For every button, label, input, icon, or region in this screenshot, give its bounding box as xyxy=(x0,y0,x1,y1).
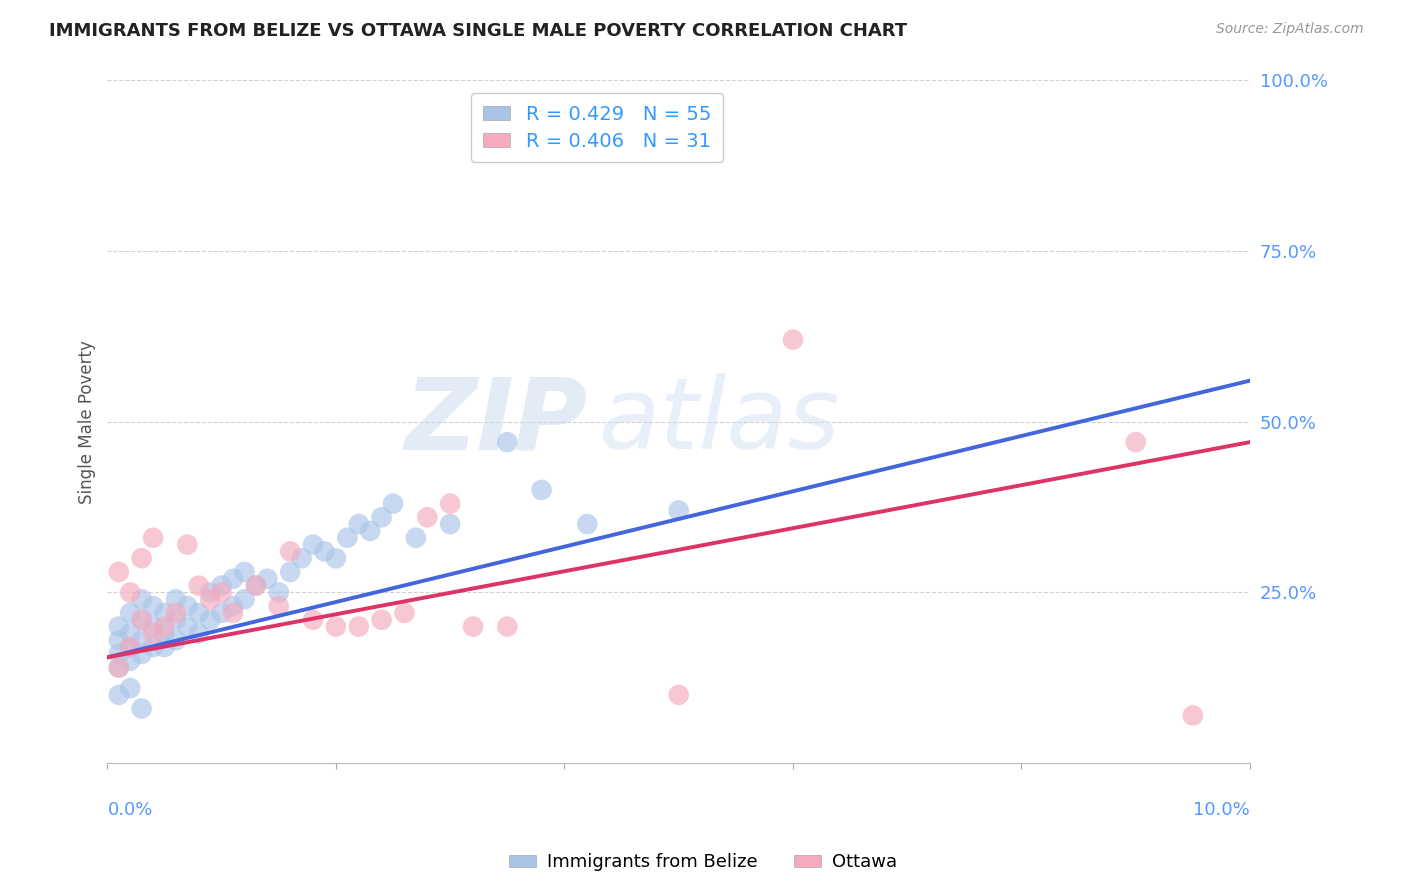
Point xyxy=(200,592,222,607)
Point xyxy=(142,599,165,613)
Point xyxy=(176,538,198,552)
Point xyxy=(108,619,131,633)
Point xyxy=(394,606,416,620)
Point xyxy=(131,613,153,627)
Point xyxy=(782,333,804,347)
Point xyxy=(278,544,301,558)
Point xyxy=(291,551,314,566)
Point xyxy=(108,660,131,674)
Point xyxy=(142,626,165,640)
Point xyxy=(347,517,370,532)
Point xyxy=(153,606,176,620)
Point xyxy=(120,640,142,654)
Point xyxy=(1125,435,1147,450)
Point xyxy=(142,640,165,654)
Point xyxy=(245,578,267,592)
Point xyxy=(153,619,176,633)
Point xyxy=(233,592,256,607)
Point xyxy=(108,633,131,648)
Point xyxy=(668,503,690,517)
Point xyxy=(325,619,347,633)
Point xyxy=(131,551,153,566)
Point xyxy=(153,626,176,640)
Point xyxy=(302,538,325,552)
Text: Source: ZipAtlas.com: Source: ZipAtlas.com xyxy=(1216,22,1364,37)
Point xyxy=(211,578,233,592)
Point xyxy=(176,619,198,633)
Point xyxy=(187,578,209,592)
Point xyxy=(278,565,301,579)
Legend: R = 0.429   N = 55, R = 0.406   N = 31: R = 0.429 N = 55, R = 0.406 N = 31 xyxy=(471,93,723,162)
Point xyxy=(336,531,359,545)
Point xyxy=(176,599,198,613)
Point xyxy=(142,619,165,633)
Point xyxy=(165,633,187,648)
Point xyxy=(222,599,245,613)
Point xyxy=(267,599,290,613)
Point xyxy=(165,606,187,620)
Point xyxy=(1181,708,1204,723)
Point xyxy=(108,688,131,702)
Point xyxy=(142,531,165,545)
Point xyxy=(416,510,439,524)
Point xyxy=(668,688,690,702)
Point xyxy=(187,626,209,640)
Point xyxy=(347,619,370,633)
Point xyxy=(222,572,245,586)
Point xyxy=(153,640,176,654)
Y-axis label: Single Male Poverty: Single Male Poverty xyxy=(79,340,96,504)
Point xyxy=(131,633,153,648)
Point xyxy=(165,592,187,607)
Text: ZIP: ZIP xyxy=(405,373,588,470)
Point xyxy=(200,613,222,627)
Point xyxy=(222,606,245,620)
Point xyxy=(108,565,131,579)
Text: IMMIGRANTS FROM BELIZE VS OTTAWA SINGLE MALE POVERTY CORRELATION CHART: IMMIGRANTS FROM BELIZE VS OTTAWA SINGLE … xyxy=(49,22,907,40)
Text: 0.0%: 0.0% xyxy=(107,801,153,819)
Point xyxy=(200,585,222,599)
Point xyxy=(245,578,267,592)
Point xyxy=(576,517,599,532)
Point xyxy=(370,510,392,524)
Point xyxy=(314,544,336,558)
Point xyxy=(131,647,153,661)
Point xyxy=(211,585,233,599)
Point xyxy=(120,606,142,620)
Point xyxy=(131,592,153,607)
Legend: Immigrants from Belize, Ottawa: Immigrants from Belize, Ottawa xyxy=(502,847,904,879)
Point xyxy=(131,613,153,627)
Point xyxy=(120,626,142,640)
Point xyxy=(187,606,209,620)
Point xyxy=(120,681,142,695)
Point xyxy=(439,497,461,511)
Point xyxy=(131,701,153,715)
Point xyxy=(233,565,256,579)
Point xyxy=(325,551,347,566)
Point xyxy=(256,572,278,586)
Point xyxy=(439,517,461,532)
Point xyxy=(120,640,142,654)
Point xyxy=(165,613,187,627)
Point xyxy=(496,435,519,450)
Point xyxy=(108,647,131,661)
Point xyxy=(120,585,142,599)
Point xyxy=(370,613,392,627)
Point xyxy=(405,531,427,545)
Text: atlas: atlas xyxy=(599,373,841,470)
Text: 10.0%: 10.0% xyxy=(1194,801,1250,819)
Point xyxy=(211,606,233,620)
Point xyxy=(496,619,519,633)
Point xyxy=(108,660,131,674)
Point xyxy=(267,585,290,599)
Point xyxy=(530,483,553,497)
Point xyxy=(359,524,381,538)
Point xyxy=(382,497,405,511)
Point xyxy=(461,619,484,633)
Point xyxy=(120,654,142,668)
Point xyxy=(302,613,325,627)
